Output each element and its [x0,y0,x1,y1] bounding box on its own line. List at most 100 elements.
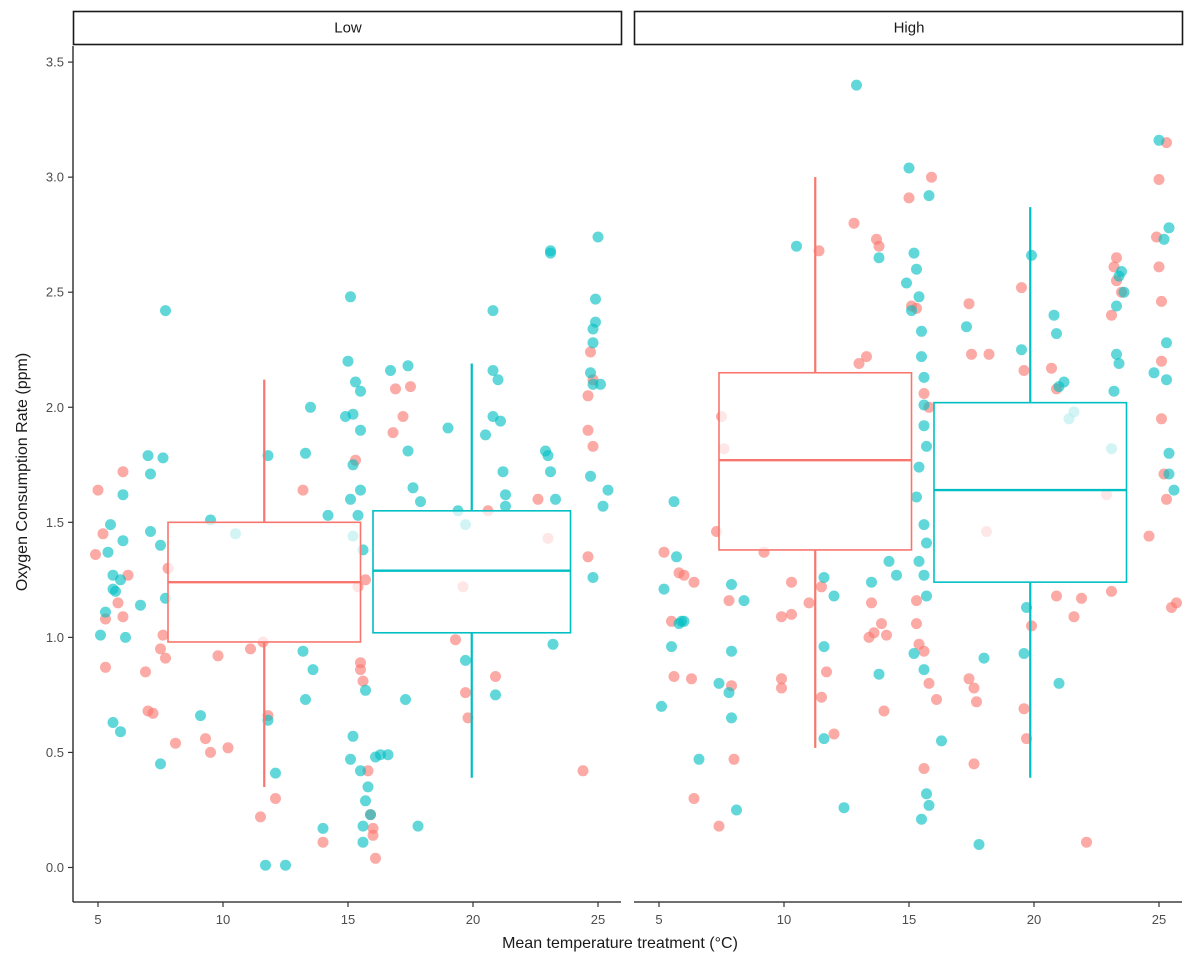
data-point-teal [973,839,985,850]
data-point-teal [120,631,131,643]
data-point-red [903,192,915,204]
data-point-red [968,682,980,694]
data-point-teal [385,365,396,376]
data-point-teal [918,519,930,531]
data-point-red [828,728,840,740]
data-point-red [723,595,735,607]
data-point-red [367,829,379,841]
data-point-red [405,381,416,393]
y-tick-label: 0.5 [46,745,64,760]
data-point-teal [918,420,930,432]
data-point-red [881,629,892,641]
data-point-teal [913,555,925,567]
data-point-red [821,666,832,678]
data-point-teal [818,572,830,583]
data-point-teal [592,231,604,243]
data-point-teal [1163,222,1175,234]
data-point-teal [492,374,504,386]
data-point-red [170,737,181,749]
data-point-red [1171,597,1182,609]
data-point-teal [297,645,309,657]
x-axis-title: Mean temperature treatment (°C) [502,935,738,952]
data-point-red [1156,413,1167,425]
data-point-red [92,484,104,496]
data-point-red [918,388,930,399]
data-point-teal [1026,249,1037,261]
data-point-red [532,493,544,505]
data-point-red [147,707,159,719]
data-point-teal [818,641,830,653]
data-point-teal [936,735,947,747]
data-point-teal [135,599,146,611]
data-point-teal [916,325,927,337]
x-tick-label: 5 [94,912,101,927]
data-point-teal [918,569,930,581]
data-point-teal [913,291,925,303]
data-point-teal [1161,374,1172,386]
data-point-red [370,852,381,864]
data-point-red [803,597,815,609]
data-point-teal [602,484,614,496]
data-point-teal [1168,484,1180,496]
data-point-teal [345,493,356,505]
y-tick-label: 0.0 [46,860,64,875]
data-point-teal [355,484,366,496]
data-point-teal [911,491,922,503]
data-point-teal [1048,309,1060,321]
boxplot-box [933,401,1128,583]
data-point-teal [656,700,667,712]
data-point-teal [117,535,129,547]
data-point-teal [585,470,596,482]
data-point-teal [360,684,371,696]
y-tick-label: 1.5 [46,515,64,530]
data-point-teal [107,717,119,728]
data-point-teal [342,355,354,367]
data-point-red [1076,592,1087,604]
data-point-red [963,673,975,685]
data-point-red [866,597,877,609]
data-point-red [160,652,171,664]
data-point-teal [322,509,334,521]
data-point-teal [1161,337,1172,349]
x-tick-label: 15 [341,912,355,927]
data-point-teal [500,500,511,512]
panels-layer: Low 5 10 15 20 25 0.0 0.5 1.0 1.5 2.0 2.5 3.0 3.5 High… [46,10,1184,927]
data-point-teal [678,615,690,627]
data-point-red [876,618,887,630]
data-point-teal [1163,447,1175,459]
data-point-red [1153,174,1165,185]
data-point-teal [883,555,895,567]
data-point-red [1081,836,1092,848]
data-point-red [728,753,740,765]
data-point-red [873,240,885,252]
x-tick-label: 20 [466,912,480,927]
data-point-teal [903,162,915,174]
data-point-red [90,549,101,560]
x-tick-label: 5 [655,912,662,927]
data-point-teal [545,247,556,259]
data-point-red [582,424,594,436]
data-point-teal [305,401,316,413]
data-point-teal [693,753,705,765]
data-point-teal [1111,300,1122,312]
data-point-teal [415,496,426,508]
data-point-teal [500,489,511,501]
data-point-teal [738,595,750,607]
data-point-teal [355,424,366,436]
data-point-teal [260,859,271,871]
data-point-red [140,666,151,678]
data-point-teal [901,277,912,289]
data-point-teal [911,263,922,275]
data-point-red [360,574,371,586]
data-point-teal [921,440,932,452]
data-point-teal [961,321,972,333]
data-point-red [913,638,925,650]
data-point-red [1046,362,1057,374]
data-point-teal [1153,134,1165,146]
data-point-teal [102,546,114,558]
data-point-teal [918,371,930,383]
facet-strip [633,10,1184,46]
data-point-red [1018,703,1030,715]
panel-high: High 5 10 15 20 25 [633,10,1184,927]
data-point-red [911,618,922,630]
